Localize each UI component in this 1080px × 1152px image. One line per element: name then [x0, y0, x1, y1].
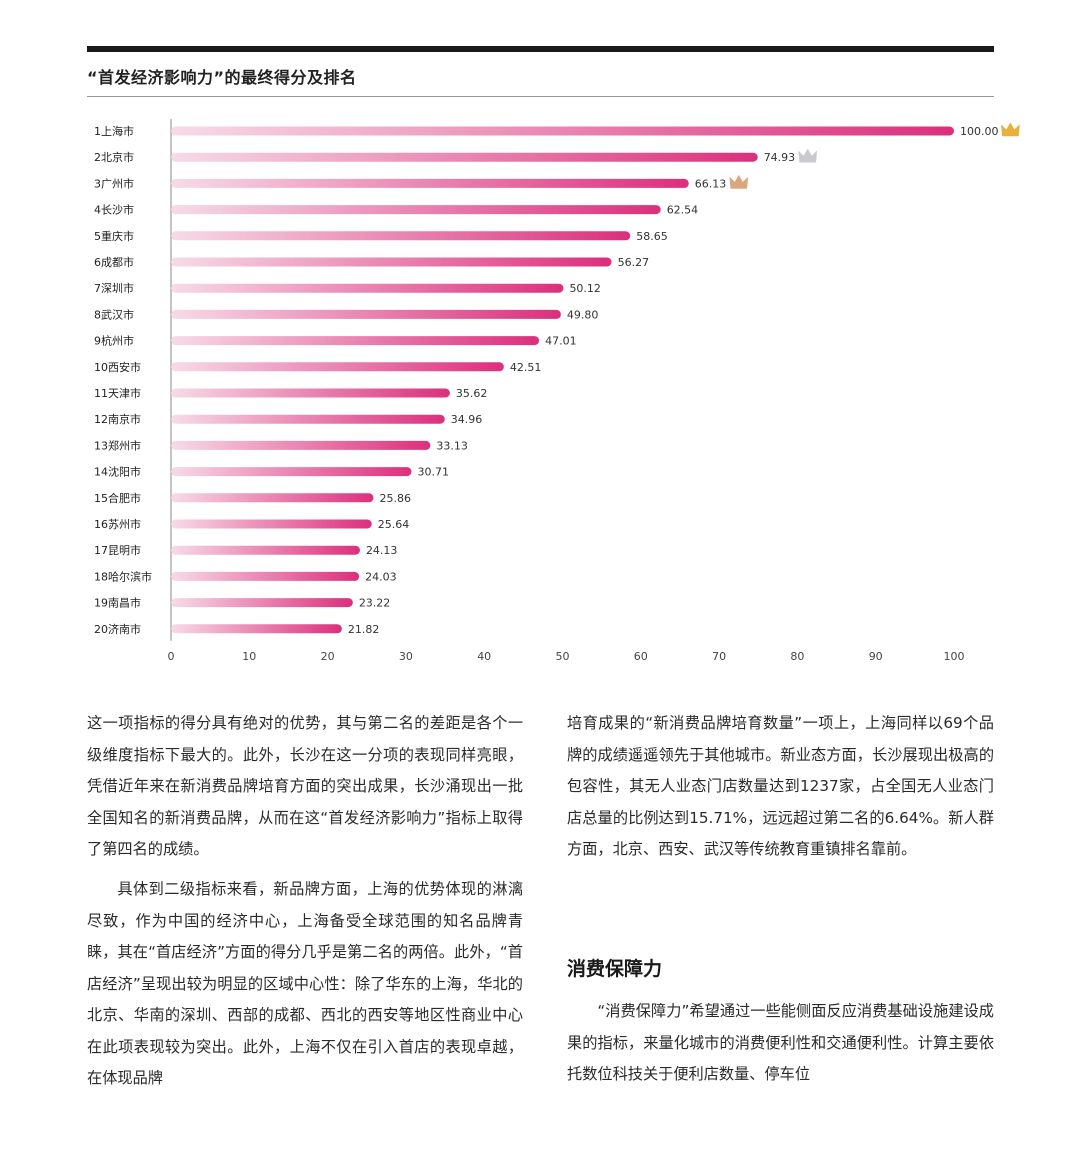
category-label: 11天津市 — [94, 386, 141, 400]
bar — [171, 388, 450, 398]
bar — [171, 598, 353, 608]
bar — [171, 545, 360, 555]
value-label: 49.80 — [567, 308, 599, 321]
bar — [171, 336, 540, 346]
bar-chart: 1上海市 100.00 2北京市 74.93 3广州市 66.13 4长沙市 62.54 5重庆… — [94, 119, 1020, 663]
left-paragraph-2: 具体到二级指标来看，新品牌方面，上海的优势体现的淋漓尽致，作为中国的经济中心，上… — [87, 880, 523, 1087]
bar — [171, 205, 661, 215]
title-rule — [87, 96, 994, 97]
value-label: 66.13 — [695, 177, 727, 190]
x-tick-label: 0 — [168, 650, 175, 663]
right-paragraph-2: “消费保障力”希望通过一些能侧面反应消费基础设施建设成果的指标，来量化城市的消费… — [567, 1002, 994, 1083]
x-tick-label: 40 — [477, 650, 491, 663]
value-label: 42.51 — [510, 361, 541, 374]
category-label: 4长沙市 — [94, 203, 134, 217]
category-label: 2北京市 — [94, 150, 134, 164]
value-label: 21.82 — [348, 623, 380, 636]
top-rule — [87, 46, 994, 52]
category-label: 7深圳市 — [94, 281, 134, 295]
value-label: 24.03 — [365, 570, 397, 583]
section-heading: 消费保障力 — [567, 958, 663, 980]
category-label: 18哈尔滨市 — [94, 569, 152, 583]
value-label: 24.13 — [366, 544, 398, 557]
value-label: 34.96 — [451, 413, 483, 426]
category-label: 20济南市 — [94, 622, 141, 636]
category-label: 8武汉市 — [94, 307, 134, 321]
value-label: 74.93 — [764, 151, 796, 164]
value-label: 25.64 — [378, 518, 410, 531]
value-label: 47.01 — [545, 335, 577, 348]
category-label: 16苏州市 — [94, 517, 141, 531]
category-label: 5重庆市 — [94, 229, 134, 243]
x-tick-label: 10 — [242, 650, 256, 663]
value-label: 30.71 — [417, 466, 449, 479]
bar — [171, 571, 360, 581]
bar — [171, 493, 374, 503]
chart-title: “首发经济影响力”的最终得分及排名 — [87, 68, 357, 87]
bar — [171, 414, 445, 424]
category-label: 6成都市 — [94, 255, 134, 269]
x-tick-label: 100 — [944, 650, 965, 663]
category-label: 19南昌市 — [94, 596, 141, 610]
value-label: 25.86 — [379, 492, 411, 505]
category-label: 1上海市 — [94, 124, 134, 138]
bar — [171, 257, 612, 267]
category-label: 13郑州市 — [94, 438, 141, 452]
value-label: 50.12 — [569, 282, 601, 295]
category-label: 14沈阳市 — [94, 465, 141, 479]
value-label: 33.13 — [436, 439, 468, 452]
category-label: 12南京市 — [94, 412, 141, 426]
bar — [171, 178, 689, 188]
bar — [171, 231, 631, 241]
bar — [171, 440, 431, 450]
right-paragraph-1: 培育成果的“新消费品牌培育数量”一项上，上海同样以69个品牌的成绩遥遥领先于其他… — [567, 714, 994, 858]
category-label: 15合肥市 — [94, 491, 141, 505]
bar — [171, 126, 954, 136]
bar — [171, 283, 564, 293]
bar — [171, 519, 372, 529]
x-tick-label: 70 — [712, 650, 726, 663]
value-label: 100.00 — [960, 125, 999, 138]
value-label: 35.62 — [456, 387, 488, 400]
category-label: 17昆明市 — [94, 543, 141, 557]
x-tick-label: 20 — [321, 650, 335, 663]
value-label: 58.65 — [636, 230, 668, 243]
value-label: 56.27 — [618, 256, 650, 269]
x-tick-label: 60 — [634, 650, 648, 663]
category-label: 3广州市 — [94, 176, 134, 190]
x-tick-label: 50 — [556, 650, 570, 663]
bar — [171, 362, 504, 372]
bronze-crown-icon — [729, 175, 749, 189]
bar — [171, 309, 561, 319]
x-tick-label: 30 — [399, 650, 413, 663]
value-label: 62.54 — [667, 204, 699, 217]
x-tick-label: 90 — [869, 650, 883, 663]
x-tick-label: 80 — [790, 650, 804, 663]
bar — [171, 152, 758, 162]
gold-crown-icon — [1001, 122, 1020, 137]
value-label: 23.22 — [359, 597, 391, 610]
category-label: 9杭州市 — [94, 334, 134, 348]
silver-crown-icon — [798, 148, 818, 163]
bar — [171, 467, 412, 477]
bar — [171, 624, 342, 634]
category-label: 10西安市 — [94, 360, 141, 374]
left-paragraph-1: 这一项指标的得分具有绝对的优势，其与第二名的差距是各个一级维度指标下最大的。此外… — [87, 714, 523, 858]
